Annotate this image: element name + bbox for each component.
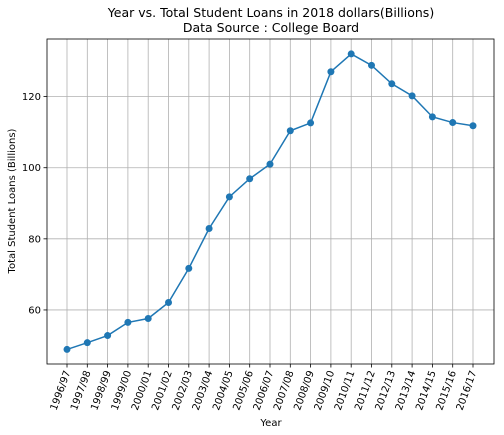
data-point: [144, 314, 152, 322]
data-point: [266, 160, 274, 168]
chart-subtitle: Data Source : College Board: [183, 20, 359, 35]
data-point: [104, 332, 112, 340]
data-point: [327, 68, 335, 76]
data-point: [449, 119, 457, 127]
data-point: [246, 175, 254, 183]
data-point: [124, 318, 132, 326]
data-point: [225, 193, 233, 201]
data-point: [469, 122, 477, 130]
data-point: [185, 264, 193, 272]
x-axis-label: Year: [259, 418, 282, 429]
data-point: [408, 92, 416, 100]
y-tick-label: 60: [28, 305, 41, 316]
data-point: [347, 50, 355, 58]
data-point: [286, 127, 294, 135]
axes: [43, 38, 495, 368]
series: [63, 50, 477, 353]
data-point: [428, 113, 436, 121]
plot-frame: [46, 38, 495, 365]
data-point: [388, 80, 396, 88]
data-point: [307, 119, 315, 127]
y-axis-label: Total Student Loans (Billions): [7, 128, 18, 274]
chart-title: Year vs. Total Student Loans in 2018 dol…: [107, 5, 434, 20]
grid: [47, 39, 494, 364]
y-tick-label: 100: [22, 163, 41, 174]
data-point: [83, 339, 91, 347]
y-tick-label: 120: [22, 92, 41, 103]
data-point: [368, 61, 375, 69]
x-tick-label: 2016/17: [455, 369, 480, 412]
data-point: [63, 345, 71, 353]
y-tick-label: 80: [28, 234, 41, 245]
data-point: [165, 298, 172, 306]
data-point: [205, 225, 213, 233]
